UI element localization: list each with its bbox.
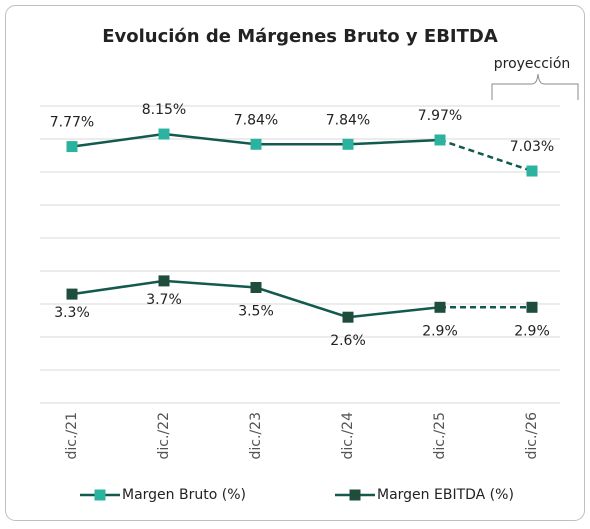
marker xyxy=(342,138,354,150)
data-label: 7.03% xyxy=(510,139,554,155)
x-tick-label: dic./24 xyxy=(340,412,356,460)
annotation: proyección xyxy=(494,56,571,72)
data-label: 7.97% xyxy=(418,108,462,124)
card xyxy=(5,5,585,521)
legend-label: Margen Bruto (%) xyxy=(122,487,246,503)
marker xyxy=(158,275,170,287)
data-label: 2.9% xyxy=(422,323,458,339)
data-label: 2.6% xyxy=(330,333,366,349)
projection-line xyxy=(439,138,533,173)
data-label: 3.7% xyxy=(146,292,182,308)
legend-marker xyxy=(349,489,361,501)
x-tick-label: dic./21 xyxy=(64,412,80,459)
data-label: 7.77% xyxy=(50,115,94,131)
legend-label: Margen EBITDA (%) xyxy=(377,487,514,503)
x-tick-label: dic./25 xyxy=(432,412,448,459)
x-tick-label: dic./23 xyxy=(248,412,264,459)
marker xyxy=(158,128,170,140)
data-label: 7.84% xyxy=(326,112,370,128)
x-tick-label: dic./26 xyxy=(524,412,540,460)
marker xyxy=(342,311,354,323)
projection-bracket xyxy=(491,73,579,100)
data-label: 2.9% xyxy=(514,323,550,339)
marker xyxy=(526,301,538,313)
data-label: 3.5% xyxy=(238,304,274,320)
marker xyxy=(250,138,262,150)
marker xyxy=(66,141,78,153)
marker xyxy=(434,134,446,146)
x-tick-label: dic./22 xyxy=(156,412,172,459)
legend-marker xyxy=(94,489,106,501)
marker xyxy=(434,301,446,313)
marker xyxy=(526,165,538,177)
chart-title: Evolución de Márgenes Bruto y EBITDA xyxy=(102,26,498,47)
marker xyxy=(66,288,78,300)
data-label: 7.84% xyxy=(234,112,278,128)
data-label: 3.3% xyxy=(54,305,90,321)
marker xyxy=(250,282,262,293)
data-label: 8.15% xyxy=(142,102,186,118)
